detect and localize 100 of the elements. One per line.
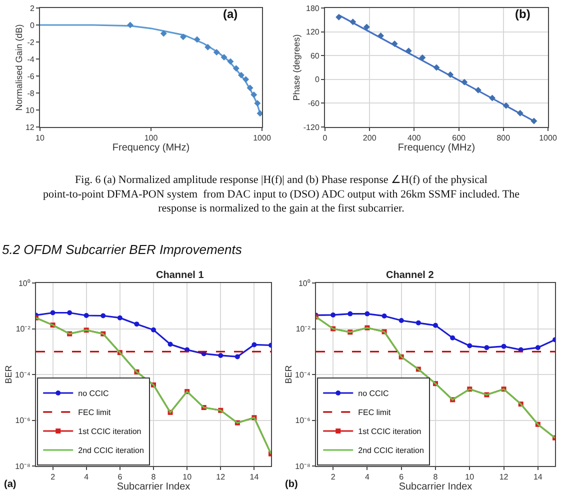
point (151, 327, 156, 332)
point (489, 94, 496, 102)
point (252, 342, 257, 348)
y-tick-label: 0 (30, 20, 35, 30)
legend-label: 1st CCIC iteration (358, 427, 422, 436)
point (530, 118, 538, 124)
y-tick-label: 10⁻⁴ (15, 370, 31, 380)
y-tick-label: 10⁻⁸ (295, 462, 310, 471)
x-tick-label: 800 (496, 134, 511, 143)
caption: Fig. 6 (a) Normalized amplitude response |H(f)| and (b) Phase response ∠H(f) of the physical point-to-point DFMA-PON system from DAC input to (DSO) ADC output with 26km SSMF included. The response is normalized to the gain at the first subcarrier. (43, 174, 520, 215)
line-series (316, 311, 555, 352)
x-tick-label: 100 (144, 134, 158, 143)
point (398, 318, 404, 323)
x-tick-label: 600 (452, 134, 466, 143)
x-tick-label: 14 (533, 472, 543, 482)
point (501, 344, 506, 349)
y-tick-label: 10⁰ (18, 278, 30, 288)
point (433, 64, 440, 71)
x-tick-label: 1000 (253, 134, 272, 143)
point (450, 335, 456, 340)
y-tick-label: 10 (25, 106, 35, 115)
point (516, 110, 524, 116)
y-tick-label: -2 (27, 38, 35, 47)
x-tick-label: 10 (36, 134, 45, 143)
y-tick-label: 10⁰ (298, 278, 310, 288)
point (474, 86, 482, 94)
chart-title: Channel 1 (156, 270, 204, 281)
x-tick-label: 0 (322, 134, 328, 143)
x-tick-label: 1000 (539, 134, 558, 143)
y-axis-title: BER (3, 364, 14, 384)
y-tick-label: 0 (314, 75, 320, 84)
point (391, 40, 398, 47)
point (447, 71, 454, 78)
x-tick-label: 2 (50, 472, 56, 482)
point (348, 311, 353, 316)
text: 5.2 OFDM Subcarrier BER Improvements (2, 242, 242, 257)
y-axis-title: Phase (degrees) (292, 34, 302, 101)
x-tick-label: 6 (118, 472, 123, 482)
point (467, 343, 472, 348)
point (168, 342, 173, 347)
x-axis-title: Frequency (MHz) (398, 142, 476, 154)
x-tick-label: 4 (364, 472, 370, 482)
x-tick-label: 10 (182, 472, 192, 482)
legend-label: 2nd CCIC iteration (78, 446, 144, 456)
point (416, 320, 421, 326)
x-axis-title: Subcarrier Index (116, 482, 190, 493)
y-tick-label: 10⁻² (16, 324, 31, 334)
x-tick-label: 4 (84, 472, 90, 482)
legend-label: no CCIC (358, 389, 390, 398)
point (364, 311, 370, 316)
line-series (36, 310, 271, 360)
y-tick-label: -60 (308, 99, 320, 108)
point (419, 54, 426, 61)
point (405, 48, 412, 54)
y-tick-label: -6 (27, 72, 35, 81)
y-tick-label: 10⁻⁴ (295, 370, 311, 380)
annotation: (a) (223, 7, 238, 21)
text: (a) (4, 479, 16, 490)
x-axis-title: Frequency (MHz) (112, 142, 190, 154)
x-tick-label: 2 (330, 472, 336, 482)
x-tick-label: 10 (465, 472, 475, 482)
x-tick-label: 12 (216, 472, 226, 482)
point (218, 352, 224, 358)
point (484, 345, 490, 350)
point (378, 32, 384, 40)
y-tick-label: 180 (306, 4, 320, 13)
x-tick-label: 400 (408, 134, 422, 143)
point (117, 315, 122, 320)
point (350, 18, 356, 26)
point (433, 322, 438, 328)
x-tick-label: 14 (250, 472, 260, 482)
y-tick-label: -8 (27, 88, 35, 98)
y-tick-label: -120 (303, 122, 320, 132)
annotation: (b) (515, 7, 530, 21)
point (100, 313, 106, 318)
x-tick-label: 6 (399, 472, 404, 482)
point (84, 312, 89, 318)
point (330, 312, 336, 318)
x-tick-label: 200 (362, 134, 377, 143)
point (336, 14, 342, 20)
legend-label: FEC limit (78, 408, 112, 418)
point (363, 24, 370, 30)
y-tick-label: 10⁻⁶ (15, 416, 30, 426)
point (461, 78, 468, 86)
legend-label: 1st CCIC iteration (78, 427, 142, 436)
y-tick-label: -4 (27, 54, 35, 64)
point (50, 310, 56, 316)
x-tick-label: 8 (151, 472, 156, 482)
point (67, 310, 72, 316)
y-axis-title: Normalised Gain (dB) (14, 24, 24, 111)
legend-label: FEC limit (358, 408, 392, 418)
y-tick-label: 10⁻⁶ (295, 416, 310, 426)
legend-label: no CCIC (78, 389, 110, 398)
point (535, 345, 540, 350)
y-tick-label: 10⁻⁸ (15, 462, 30, 471)
y-tick-label: 10⁻² (296, 324, 311, 334)
x-tick-label: 8 (433, 472, 438, 482)
legend-label: 2nd CCIC iteration (358, 446, 424, 456)
point (234, 354, 240, 360)
point (502, 102, 510, 109)
